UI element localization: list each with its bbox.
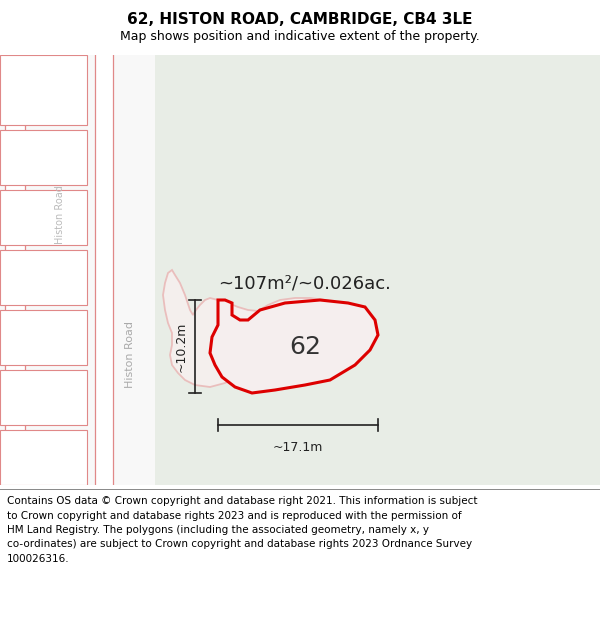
Bar	[0, 310, 87, 365]
Text: Histon Road: Histon Road	[125, 321, 135, 389]
Bar	[0, 190, 87, 245]
Text: Histon Road: Histon Road	[55, 186, 65, 244]
Text: 62: 62	[289, 335, 321, 359]
Text: Contains OS data © Crown copyright and database right 2021. This information is : Contains OS data © Crown copyright and d…	[7, 496, 478, 564]
Bar	[0, 55, 87, 125]
Bar	[0, 430, 87, 485]
Text: Map shows position and indicative extent of the property.: Map shows position and indicative extent…	[120, 30, 480, 43]
Bar	[0, 55, 155, 485]
Bar	[0, 250, 87, 305]
Text: ~17.1m: ~17.1m	[273, 441, 323, 454]
Text: ~107m²/~0.026ac.: ~107m²/~0.026ac.	[218, 274, 391, 292]
Polygon shape	[210, 300, 378, 393]
Bar	[5, 55, 25, 485]
Text: 62, HISTON ROAD, CAMBRIDGE, CB4 3LE: 62, HISTON ROAD, CAMBRIDGE, CB4 3LE	[127, 12, 473, 27]
Polygon shape	[163, 270, 370, 387]
Bar	[95, 55, 113, 485]
Bar	[0, 130, 87, 185]
Text: #bbbbbb: #bbbbbb	[15, 174, 22, 175]
Text: ~10.2m: ~10.2m	[175, 321, 187, 372]
Bar	[0, 370, 87, 425]
